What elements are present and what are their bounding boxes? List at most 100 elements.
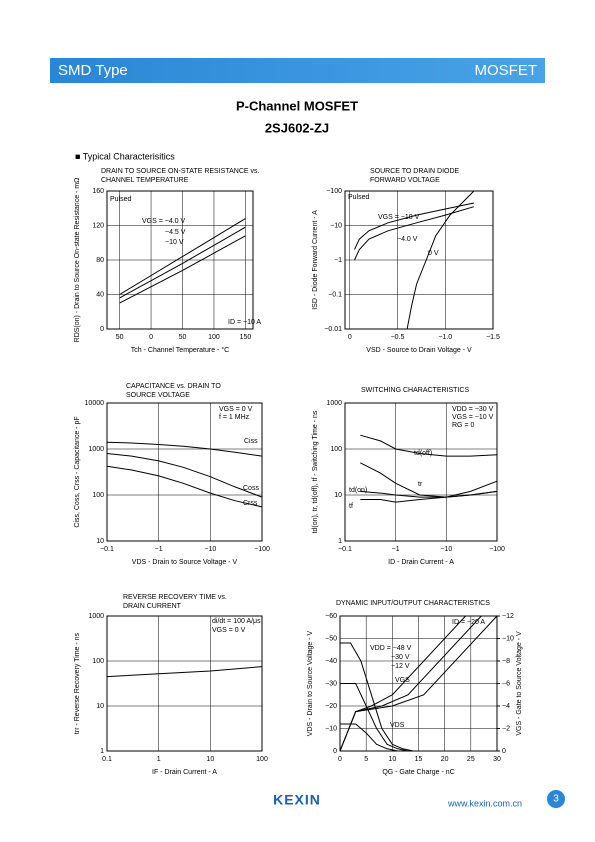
part-number: 2SJ602-ZJ xyxy=(265,120,329,135)
x-tick-label: −1 xyxy=(155,546,163,553)
chart-title: DRAIN CURRENT xyxy=(123,603,182,610)
chart-title: REVERSE RECOVERY TIME vs. xyxy=(123,594,227,601)
annotation: Crss xyxy=(243,500,258,507)
annotation: VDD = −48 V xyxy=(370,645,412,652)
annotation: −30 V xyxy=(391,654,410,661)
curve xyxy=(106,453,263,498)
chart-title: CHANNEL TEMPERATURE xyxy=(101,177,189,184)
y2-tick-label: −6 xyxy=(502,680,510,687)
annotation: td(off) xyxy=(414,450,432,457)
curve xyxy=(119,218,246,295)
y-tick-label: −60 xyxy=(325,613,337,620)
x-tick-label: −10 xyxy=(204,546,216,553)
header-left: SMD Type xyxy=(58,62,128,79)
chart-title: SOURCE TO DRAIN DIODE xyxy=(370,168,460,175)
y-tick-label: −0.01 xyxy=(324,326,342,333)
curve xyxy=(360,462,498,498)
chart-title: DRAIN TO SOURCE ON-STATE RESISTANCE vs. xyxy=(101,168,259,175)
x-tick-label: 5 xyxy=(364,756,368,763)
chart-title: CAPACITANCE vs. DRAIN TO xyxy=(126,383,221,390)
annotation: VDS xyxy=(390,722,405,729)
annotation: VGS = −4.0 V xyxy=(142,218,186,225)
y-tick-label: 10 xyxy=(334,492,342,499)
y-tick-label: 1000 xyxy=(88,613,104,620)
x-axis-label: VSD - Source to Drain Voltage - V xyxy=(366,347,472,354)
x-tick-label: 30 xyxy=(493,756,501,763)
y-tick-label: 10 xyxy=(96,703,104,710)
annotation: Pulsed xyxy=(110,196,132,203)
header-right: MOSFET xyxy=(475,62,538,79)
x-tick-label: 100 xyxy=(208,334,220,341)
curve xyxy=(339,615,498,752)
annotation: tf xyxy=(349,503,353,510)
y-axis-label: VDS - Drain to Source Voltage - V xyxy=(307,630,314,736)
y-tick-label: 1000 xyxy=(88,446,104,453)
y-axis-label: ISD - Diode Forward Current - A xyxy=(312,210,319,310)
x-tick-label: −10 xyxy=(440,546,452,553)
curve xyxy=(354,206,475,261)
y-axis-label: Ciss, Coss, Crss - Capacitance - pF xyxy=(74,416,81,527)
annotation: VDD = −30 V xyxy=(452,406,494,413)
plot-area xyxy=(106,402,263,542)
y-tick-label: 1 xyxy=(338,538,342,545)
x-tick-label: 0 xyxy=(348,334,352,341)
annotation: −4.0 V xyxy=(397,236,418,243)
x-tick-label: −100 xyxy=(254,546,270,553)
x-tick-label: 100 xyxy=(256,756,268,763)
annotation: 0 V xyxy=(428,250,439,257)
annotation: td(on) xyxy=(349,487,367,494)
curve xyxy=(360,434,498,457)
annotation: VGS xyxy=(395,677,410,684)
curve xyxy=(106,441,263,457)
y-tick-label: −1 xyxy=(334,257,342,264)
x-tick-label: 10 xyxy=(206,756,214,763)
x-axis-label: VDS - Drain to Source Voltage - V xyxy=(132,559,238,566)
y2-tick-label: −12 xyxy=(502,613,514,620)
x-tick-label: 0 xyxy=(149,334,153,341)
plot-area xyxy=(106,615,263,752)
curve xyxy=(106,666,263,678)
curve xyxy=(406,190,475,330)
chart-title: DYNAMIC INPUT/OUTPUT CHARACTERISTICS xyxy=(336,600,490,607)
y-tick-label: 1 xyxy=(100,748,104,755)
y-tick-label: 100 xyxy=(92,658,104,665)
curve xyxy=(119,226,246,299)
annotation: −12 V xyxy=(391,663,410,670)
y-tick-label: 40 xyxy=(96,291,104,298)
x-tick-label: 0 xyxy=(338,756,342,763)
annotation: VGS = −10 V xyxy=(378,214,420,221)
y-tick-label: −30 xyxy=(325,680,337,687)
x-tick-label: 15 xyxy=(415,756,423,763)
curve xyxy=(360,490,498,503)
annotation: ID = −20 A xyxy=(452,619,485,626)
y-axis-label: td(on), tr, td(off), tf - Switching Time… xyxy=(312,410,319,533)
x-tick-label: 50 xyxy=(116,334,124,341)
annotation: tr xyxy=(418,481,423,488)
y2-tick-label: −4 xyxy=(502,703,510,710)
x-tick-label: 20 xyxy=(441,756,449,763)
annotation: Pulsed xyxy=(348,194,370,201)
footer-url: www.kexin.com.cn xyxy=(447,798,522,808)
curve xyxy=(106,465,263,508)
x-axis-label: QG - Gate Charge - nC xyxy=(382,769,454,776)
x-axis-label: ID - Drain Current - A xyxy=(388,559,454,566)
section-heading: ■ Typical Characterisitics xyxy=(75,151,175,161)
annotation: VGS = −10 V xyxy=(452,414,494,421)
y-tick-label: 1000 xyxy=(326,400,342,407)
annotation: VGS = 0 V xyxy=(219,406,253,413)
annotation: −10 V xyxy=(165,239,184,246)
plot-area xyxy=(344,402,498,542)
y-axis-label: trr - Reverse Recovery Time - ns xyxy=(74,632,81,734)
curve xyxy=(119,235,246,304)
y-tick-label: 10 xyxy=(96,538,104,545)
x-tick-label: 150 xyxy=(240,334,252,341)
x-tick-label: 0.1 xyxy=(102,756,112,763)
doc-title: P-Channel MOSFET xyxy=(236,98,358,113)
y-tick-label: 100 xyxy=(92,492,104,499)
annotation: RG = 0 xyxy=(452,422,474,429)
x-tick-label: 25 xyxy=(467,756,475,763)
x-tick-label: −100 xyxy=(489,546,505,553)
logo: KEXIN xyxy=(273,792,321,808)
header-bar xyxy=(50,58,545,83)
